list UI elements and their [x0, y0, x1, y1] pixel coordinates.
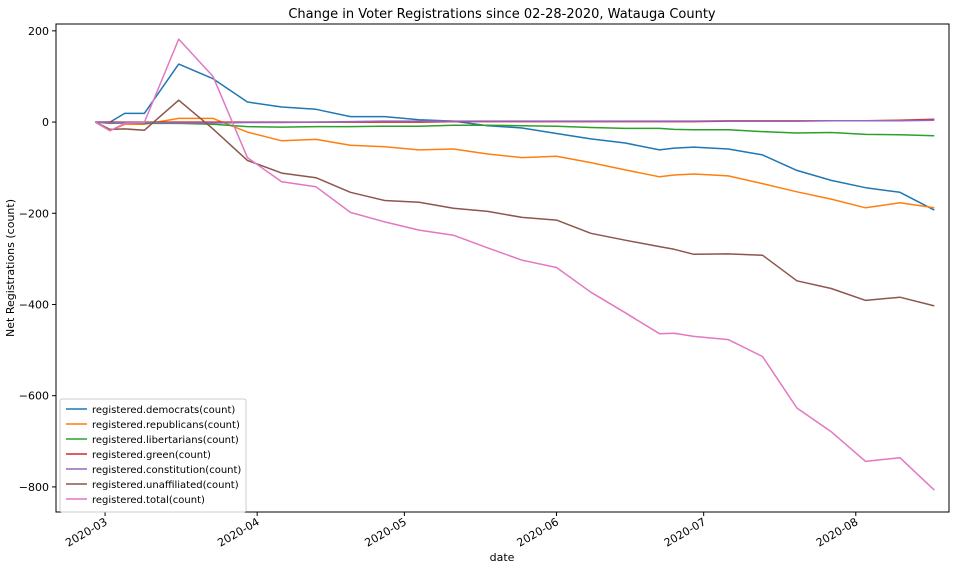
legend-label: registered.total(count)	[92, 495, 205, 506]
y-tick-label: −400	[19, 298, 49, 311]
legend-label: registered.libertarians(count)	[92, 435, 239, 446]
y-axis-label: Net Registrations (count)	[4, 199, 17, 337]
legend-label: registered.constitution(count)	[92, 465, 241, 476]
y-tick-label: 200	[28, 25, 49, 38]
y-tick-label: −600	[19, 390, 49, 403]
series-line-4	[95, 119, 935, 124]
legend-label: registered.republicans(count)	[92, 420, 240, 431]
chart-title: Change in Voter Registrations since 02-2…	[288, 7, 716, 22]
legend-box	[59, 398, 247, 513]
legend: registered.democrats(count) registered.re…	[59, 398, 247, 513]
series-line-1	[94, 117, 935, 209]
plot-frame	[55, 23, 950, 513]
legend-label: registered.unaffiliated(count)	[92, 480, 239, 491]
series-line-5	[94, 99, 935, 307]
y-axis: 200 0 −200 −400 −600 −800	[19, 25, 56, 494]
series-line-0	[95, 63, 935, 211]
legend-label: registered.democrats(count)	[92, 405, 235, 416]
x-axis-label: date	[490, 551, 515, 564]
plot-area	[94, 38, 935, 491]
series-line-2	[95, 121, 935, 137]
y-tick-label: −800	[19, 481, 49, 494]
y-tick-label: −200	[19, 207, 49, 220]
series-line-6	[94, 38, 935, 491]
y-tick-label: 0	[42, 116, 49, 129]
legend-label: registered.green(count)	[92, 450, 211, 461]
